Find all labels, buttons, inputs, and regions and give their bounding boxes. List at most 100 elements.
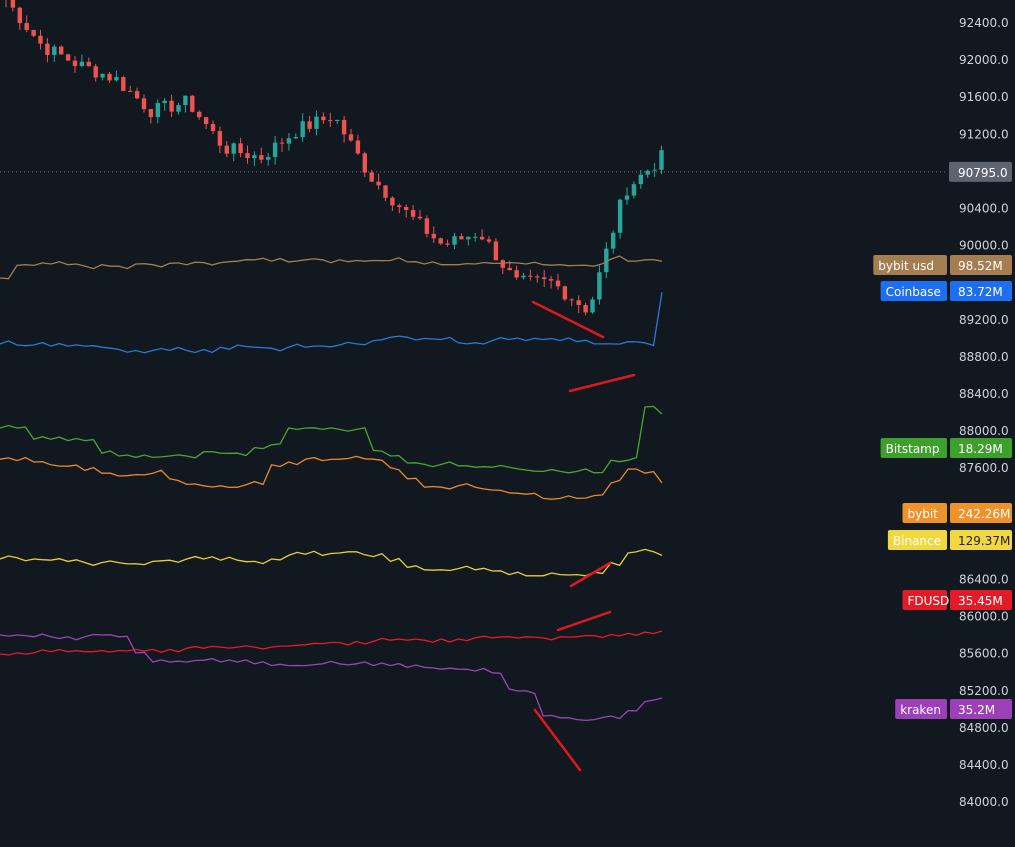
- price-tick-label: 90000.0: [959, 239, 1009, 253]
- candle-body: [210, 124, 216, 132]
- candle-body: [424, 218, 430, 234]
- price-tick-label: 92000.0: [959, 53, 1009, 67]
- candle-body: [486, 239, 492, 242]
- series-value-label: 35.2M: [958, 703, 995, 717]
- trendline-annotation[interactable]: [531, 300, 605, 339]
- trendline-annotation[interactable]: [568, 373, 636, 393]
- candle-body: [128, 90, 133, 92]
- candle-body: [176, 105, 181, 112]
- price-tick-label: 90400.0: [959, 202, 1009, 216]
- series-value-label: 129.37M: [958, 534, 1010, 548]
- candle-body: [507, 267, 512, 271]
- series-name-badge: [880, 438, 947, 458]
- trendline-annotation[interactable]: [569, 561, 612, 588]
- candle-body: [79, 61, 85, 66]
- candle-body: [300, 121, 305, 138]
- price-tick-label: 85200.0: [959, 684, 1009, 698]
- candle-body: [542, 277, 547, 280]
- candle-body: [459, 236, 464, 240]
- candle-body: [597, 272, 602, 300]
- price-tick-label: 88800.0: [959, 350, 1009, 364]
- series-value-badge: [950, 255, 1012, 275]
- price-axis[interactable]: 92400.0 92000.0 91600.0 91200.0 90400.0 90000…: [949, 16, 1012, 809]
- price-tick-label: 87600.0: [959, 461, 1009, 475]
- trendline-annotation[interactable]: [533, 708, 582, 772]
- series-value-badge: [950, 438, 1012, 458]
- candle-body: [528, 275, 533, 277]
- candle-body: [203, 117, 209, 125]
- candlestick-series: [5, 0, 664, 316]
- candle-body: [245, 153, 250, 159]
- candle-body: [38, 35, 43, 44]
- candle-body: [645, 170, 650, 175]
- candle-body: [638, 174, 643, 185]
- series-line-fdusd: [0, 630, 663, 656]
- candle-body: [141, 98, 147, 110]
- candle-body: [190, 95, 195, 112]
- candle-body: [535, 276, 540, 278]
- candle-body: [611, 232, 616, 249]
- candle-body: [162, 100, 167, 104]
- series-name-label: Bitstamp: [886, 442, 940, 456]
- candle-body: [314, 116, 319, 129]
- series-value-badge: [950, 530, 1012, 550]
- candle-body: [93, 66, 98, 78]
- candle-body: [659, 150, 664, 170]
- series-line-kraken: [0, 633, 663, 722]
- candle-body: [259, 155, 264, 160]
- candle-body: [376, 181, 381, 186]
- candle-body: [562, 286, 568, 300]
- candle-body: [652, 169, 657, 171]
- price-tick-label: 86400.0: [959, 573, 1009, 587]
- candle-body: [417, 216, 423, 219]
- candle-body: [224, 145, 229, 154]
- candle-body: [404, 207, 409, 211]
- series-value-badge: [950, 503, 1012, 523]
- series-name-badge: [895, 699, 947, 719]
- series-value-badge: [950, 590, 1012, 610]
- series-line-bybit-usd: [0, 255, 663, 280]
- annotation-layer: [531, 300, 636, 772]
- candle-body: [493, 241, 499, 261]
- candle-body: [473, 236, 478, 238]
- candle-body: [293, 137, 298, 139]
- candle-body: [479, 236, 485, 240]
- candle-body: [369, 172, 374, 182]
- candle-body: [231, 143, 236, 154]
- candle-body: [466, 236, 471, 240]
- candle-body: [604, 248, 609, 273]
- candle-body: [321, 116, 326, 121]
- candle-body: [624, 195, 630, 200]
- price-tick-label: 84400.0: [959, 758, 1009, 772]
- candle-body: [65, 54, 71, 61]
- series-labels: bybit usd 98.52M Coinbase 83.72M Bitstamp 18.…: [873, 255, 1012, 719]
- candle-body: [555, 280, 561, 287]
- candle-body: [500, 260, 505, 268]
- candle-body: [452, 236, 457, 245]
- price-tick-label: 92400.0: [959, 16, 1009, 30]
- series-name-label: Coinbase: [886, 285, 941, 299]
- trendline-annotation[interactable]: [556, 610, 612, 632]
- series-name-badge: [902, 590, 947, 610]
- candle-body: [45, 43, 50, 55]
- candle-body: [383, 185, 388, 198]
- candle-body: [521, 275, 526, 278]
- candle-body: [217, 131, 223, 146]
- series-name-label: Binance: [893, 534, 941, 548]
- last-price-badge: [949, 161, 1012, 182]
- series-name-label: bybit usd: [878, 259, 934, 273]
- candle-body: [569, 299, 574, 301]
- series-value-badge: [950, 699, 1012, 719]
- candle-body: [548, 279, 554, 281]
- candle-body: [286, 138, 292, 144]
- candle-body: [438, 238, 443, 244]
- series-name-badge: [880, 281, 947, 301]
- last-price-label: 90795.0: [958, 166, 1008, 180]
- candle-body: [583, 305, 588, 313]
- price-tick-label: 88400.0: [959, 387, 1009, 401]
- series-name-label: bybit: [908, 507, 939, 521]
- price-tick-label: 86000.0: [959, 610, 1009, 624]
- candle-body: [10, 0, 16, 8]
